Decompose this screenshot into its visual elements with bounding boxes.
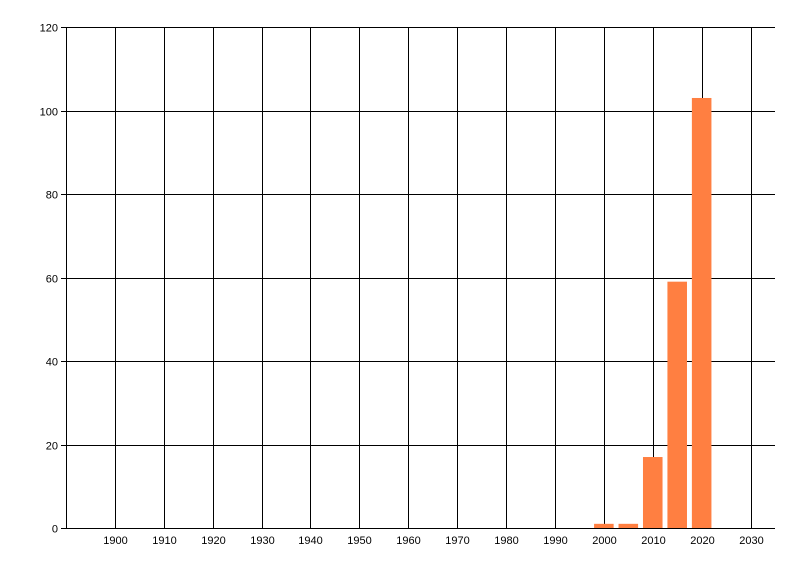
y-tick-label: 40 [46,357,58,369]
bar-2015 [667,281,687,528]
bar-2010 [642,457,663,528]
bar-2000 [594,523,614,528]
y-tick-label: 100 [40,107,58,119]
x-tick-label: 1970 [445,535,469,547]
bars [594,97,712,528]
x-tick-label: 1980 [494,535,518,547]
axes [66,27,775,529]
x-tick-label: 1910 [152,535,176,547]
x-tick-label: 2000 [592,535,616,547]
x-tick-labels: 1900 1910 1920 1930 1940 1950 1960 1970 1980 1990… [103,535,763,547]
y-tick-label: 60 [46,274,58,286]
x-tick-label: 1960 [396,535,420,547]
bar-2005 [618,523,639,528]
x-tick-label: 2030 [739,535,763,547]
x-tick-label: 1990 [543,535,567,547]
y-tick-label: 120 [40,23,58,35]
y-tick-label: 0 [52,524,58,536]
x-tick-label: 1920 [201,535,225,547]
y-tick-label: 80 [46,190,58,202]
x-tick-label: 1940 [298,535,322,547]
y-tick-labels: 0 20 40 60 80 100 120 [40,23,58,536]
bar-2020 [691,97,712,528]
x-tick-label: 1950 [347,535,371,547]
x-tick-label: 1900 [103,535,127,547]
x-tick-label: 2010 [641,535,665,547]
x-tick-label: 1930 [250,535,274,547]
x-tick-label: 2020 [690,535,714,547]
y-tick-label: 20 [46,441,58,453]
